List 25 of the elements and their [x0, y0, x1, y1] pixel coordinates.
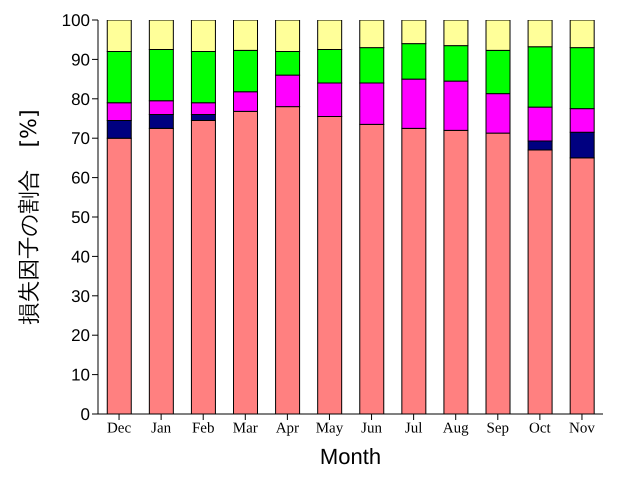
y-tick-label: 80: [71, 90, 90, 109]
y-tick-label: 0: [80, 405, 90, 424]
y-tick-label: 40: [71, 247, 90, 266]
y-tick-label: 70: [71, 129, 90, 148]
y-tick-label: 90: [71, 50, 90, 70]
x-tick-label: Aug: [442, 420, 470, 437]
y-tick-label: 100: [62, 11, 90, 30]
x-tick-label: Feb: [192, 420, 214, 437]
x-tick-label: May: [316, 420, 344, 437]
x-tick-label: Jul: [404, 420, 422, 437]
y-axis-title: 損失因子の割合 [%]: [16, 109, 42, 325]
y-tick-label: 60: [71, 168, 90, 188]
y-tick-label: 50: [71, 208, 90, 228]
x-tick-label: Sep: [486, 420, 510, 437]
y-tick-label: 20: [71, 326, 90, 346]
x-tick-label: Jan: [151, 420, 172, 437]
x-tick-label: Apr: [276, 420, 300, 437]
x-tick-label: Nov: [569, 420, 596, 437]
y-tick-label: 10: [71, 366, 90, 385]
x-tick-label: Oct: [529, 420, 552, 437]
x-axis-title: Month: [320, 444, 382, 469]
x-tick-label: Mar: [232, 420, 258, 437]
y-tick-label: 30: [71, 286, 90, 306]
x-tick-label: Jun: [361, 420, 382, 437]
x-tick-label: Dec: [106, 420, 132, 437]
